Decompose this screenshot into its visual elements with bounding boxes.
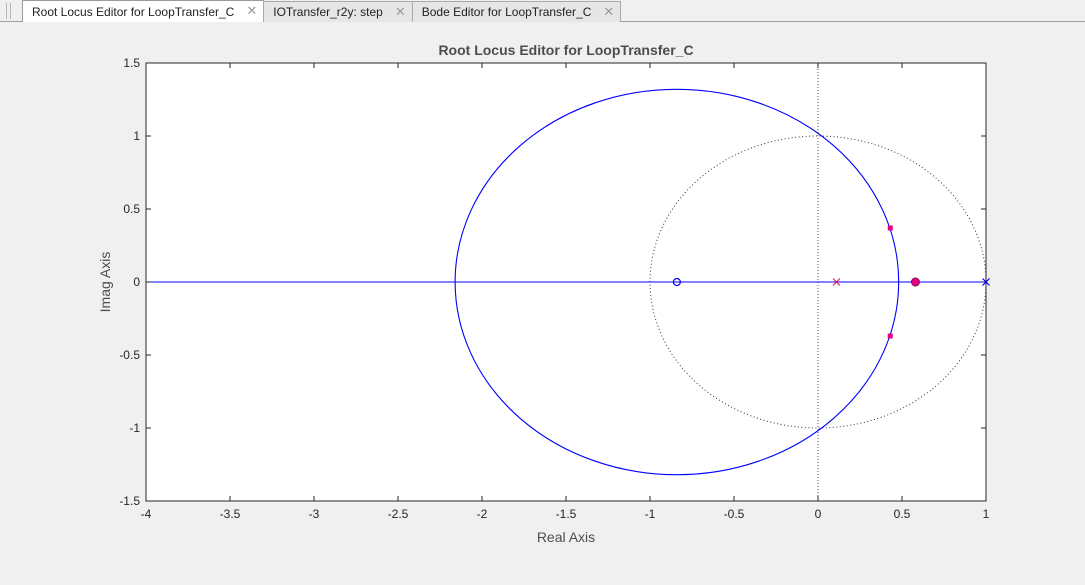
- plot-area: -4 -3.5 -3 -2.5 -2 -1.5 -1 -0.5 0 0.5 1 1.5 1 0.5 0 -0.…: [0, 22, 1085, 580]
- close-icon[interactable]: ✕: [246, 4, 258, 19]
- open-loop-pole-marker[interactable]: [832, 278, 841, 286]
- pole-x-stroke: [832, 278, 841, 286]
- closed-loop-pole-marker[interactable]: [887, 333, 893, 339]
- chart-title: Root Locus Editor for LoopTransfer_C: [438, 42, 693, 58]
- y-tick-label: -1: [129, 421, 140, 435]
- locus-layer: [146, 88, 986, 476]
- root-locus-chart[interactable]: -4 -3.5 -3 -2.5 -2 -1.5 -1 -0.5 0 0.5 1 1.5 1 0.5 0 -0.…: [0, 22, 1085, 580]
- x-tick-label: 1: [983, 507, 990, 521]
- tab-label: Root Locus Editor for LoopTransfer_C: [32, 4, 235, 19]
- x-tick-label: 0.5: [894, 507, 911, 521]
- tab-bode-editor[interactable]: Bode Editor for LoopTransfer_C ✕: [411, 1, 622, 22]
- marker-layer: [672, 225, 990, 339]
- closed-loop-pole-marker[interactable]: [887, 225, 893, 231]
- x-tick-label: 0: [815, 507, 822, 521]
- y-tick-label: 1: [133, 129, 140, 143]
- y-axis-label: Imag Axis: [97, 252, 113, 313]
- x-axis-label: Real Axis: [537, 529, 595, 545]
- x-tick-label: -3.5: [220, 507, 241, 521]
- y-tick-label: -1.5: [119, 494, 140, 508]
- x-tick-label: -0.5: [724, 507, 745, 521]
- tab-root-locus-editor[interactable]: Root Locus Editor for LoopTransfer_C ✕: [22, 0, 265, 22]
- close-icon[interactable]: ✕: [603, 4, 615, 20]
- closed-loop-pole-marker[interactable]: [910, 277, 920, 287]
- x-tick-label: -2: [477, 507, 488, 521]
- tab-grip-handle[interactable]: [6, 3, 11, 19]
- tick-layer: -4 -3.5 -3 -2.5 -2 -1.5 -1 -0.5 0 0.5 1 1.5 1 0.5 0 -0.…: [119, 56, 989, 521]
- close-icon[interactable]: ✕: [394, 4, 406, 20]
- x-tick-label: -4: [141, 507, 152, 521]
- tab-label: Bode Editor for LoopTransfer_C: [421, 5, 592, 19]
- tab-iotransfer-step[interactable]: IOTransfer_r2y: step ✕: [263, 1, 413, 22]
- x-tick-label: -1.5: [556, 507, 577, 521]
- x-tick-label: -1: [645, 507, 656, 521]
- y-tick-label: 1.5: [123, 56, 140, 70]
- tab-label: IOTransfer_r2y: step: [273, 5, 383, 19]
- y-tick-label: 0: [133, 275, 140, 289]
- x-tick-label: -2.5: [388, 507, 409, 521]
- y-tick-label: -0.5: [119, 348, 140, 362]
- tab-bar: Root Locus Editor for LoopTransfer_C ✕ I…: [0, 0, 1085, 22]
- x-tick-label: -3: [309, 507, 320, 521]
- tab-strip: Root Locus Editor for LoopTransfer_C ✕ I…: [22, 0, 622, 22]
- open-loop-zero-marker[interactable]: [672, 277, 681, 287]
- y-tick-label: 0.5: [123, 202, 140, 216]
